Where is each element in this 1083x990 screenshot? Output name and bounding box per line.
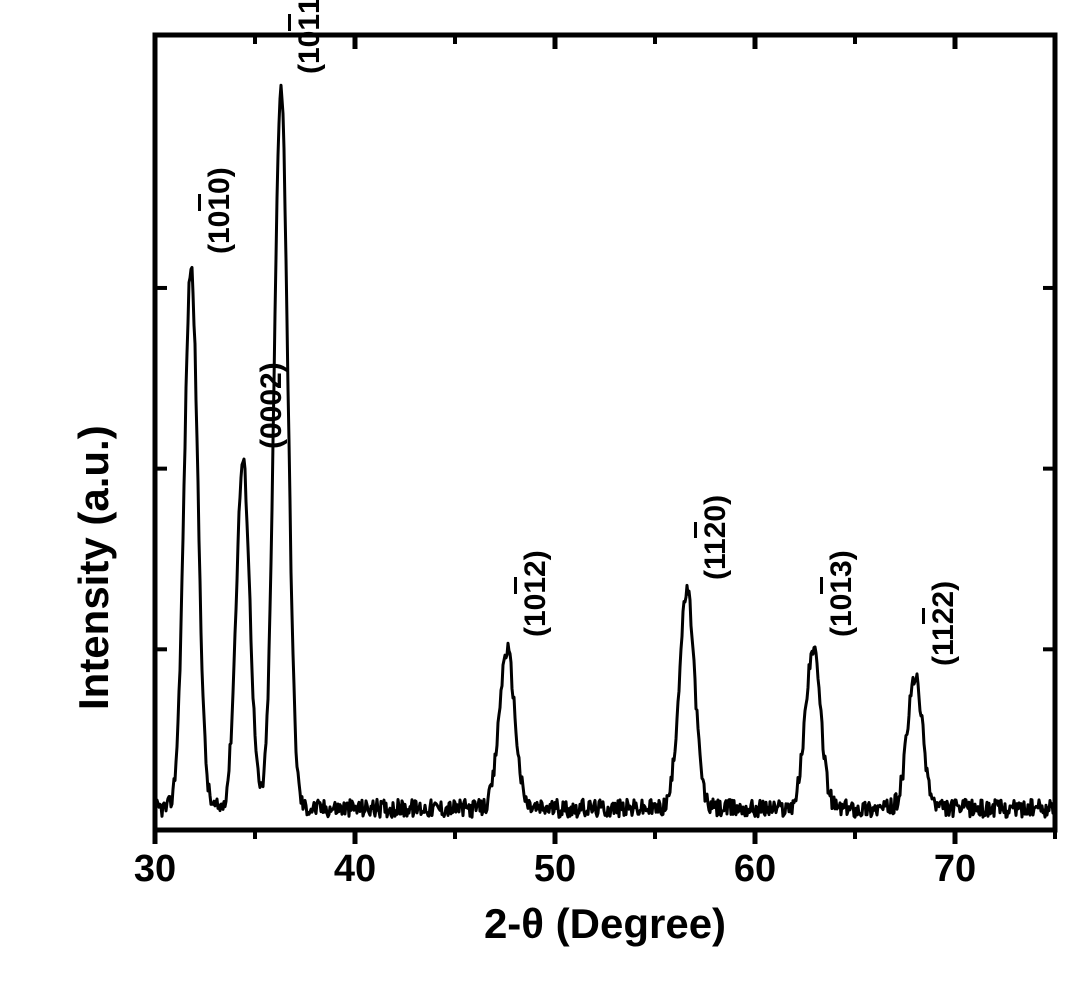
peak-label: (1120)	[699, 494, 733, 579]
peak-label: (1012)	[519, 551, 553, 638]
peak-label: (1013)	[825, 551, 859, 638]
y-axis-label: Intensity (a.u.)	[70, 425, 118, 710]
x-tick-label: 40	[325, 848, 385, 891]
xrd-chart: Intensity (a.u.) 2-θ (Degree) 30 40 50 60 70…	[0, 0, 1083, 990]
peak-label: (1122)	[927, 581, 961, 666]
chart-svg	[0, 0, 1083, 990]
peak-label: (0002)	[255, 363, 289, 450]
peak-label: (1011)	[293, 0, 327, 74]
x-tick-label: 50	[525, 848, 585, 891]
peak-label: (1010)	[203, 168, 237, 255]
x-axis-label: 2-θ (Degree)	[425, 900, 785, 948]
x-tick-label: 60	[725, 848, 785, 891]
x-tick-label: 70	[925, 848, 985, 891]
x-tick-label: 30	[125, 848, 185, 891]
